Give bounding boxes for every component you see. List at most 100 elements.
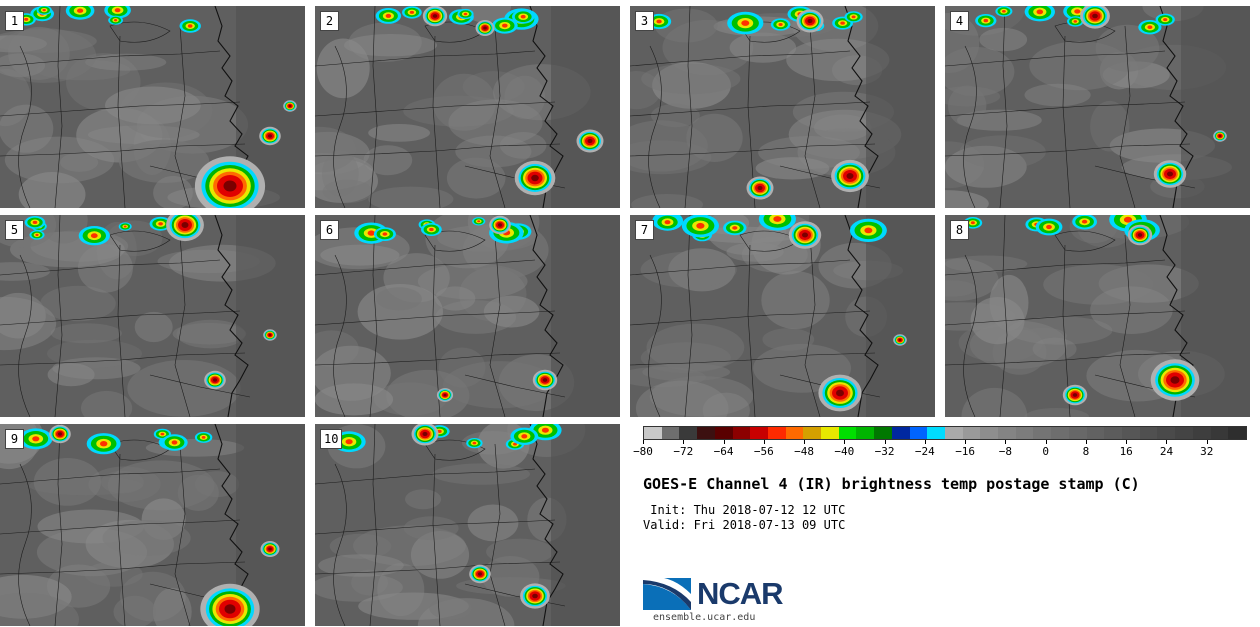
colorbar-tick-label: −80 <box>633 445 653 458</box>
map-panel-2[interactable]: 2 <box>315 6 620 208</box>
panel-number: 8 <box>950 220 969 240</box>
colorbar-tick <box>683 440 685 444</box>
colorbar-swatch <box>661 427 680 439</box>
colorbar-tick-label: 32 <box>1200 445 1214 458</box>
colorbar-tick <box>884 440 886 444</box>
colorbar-tick-label: 8 <box>1082 445 1090 458</box>
panel-number: 4 <box>950 11 969 31</box>
satellite-ir-map <box>0 215 305 417</box>
ensemble-url: ensemble.ucar.edu <box>653 612 756 623</box>
colorbar-swatch <box>1157 427 1176 439</box>
colorbar-swatch <box>1086 427 1105 439</box>
map-panel-4[interactable]: 4 <box>945 6 1250 208</box>
colorbar-tick-label: −32 <box>874 445 895 458</box>
map-panel-1[interactable]: 1 <box>0 6 305 208</box>
satellite-ir-map <box>0 424 305 626</box>
colorbar-tick-label: −16 <box>955 445 976 458</box>
colorbar-tick <box>1045 440 1047 444</box>
colorbar-swatch <box>1175 427 1193 439</box>
colorbar-tick <box>965 440 967 444</box>
satellite-ir-map <box>945 215 1250 417</box>
colorbar-tick <box>804 440 806 444</box>
colorbar-swatch <box>980 427 999 439</box>
satellite-ir-map <box>945 6 1250 208</box>
map-panel-6[interactable]: 6 <box>315 215 620 417</box>
colorbar-swatch <box>838 427 857 439</box>
colorbar-tick-label: −64 <box>713 445 734 458</box>
colorbar-tick <box>844 440 846 444</box>
colorbar-swatch <box>944 427 963 439</box>
map-panel-10[interactable]: 10 <box>315 424 620 626</box>
colorbar-swatch <box>927 427 945 439</box>
colorbar-swatch <box>962 427 981 439</box>
colorbar-swatch <box>1210 427 1229 439</box>
map-panel-7[interactable]: 7 <box>630 215 935 417</box>
panel-number: 3 <box>635 11 654 31</box>
colorbar-tick <box>1085 440 1087 444</box>
colorbar-swatch <box>732 427 751 439</box>
colorbar-swatch <box>644 427 662 439</box>
colorbar-tick <box>1005 440 1007 444</box>
colorbar-swatch <box>856 427 875 439</box>
satellite-ir-map <box>630 215 935 417</box>
colorbar-swatch <box>679 427 698 439</box>
colorbar-swatch <box>909 427 928 439</box>
colorbar-swatch <box>1033 427 1052 439</box>
colorbar-tick <box>1166 440 1168 444</box>
colorbar-swatch <box>767 427 786 439</box>
colorbar-swatch <box>1068 427 1087 439</box>
colorbar-swatch <box>891 427 910 439</box>
colorbar-tick <box>924 440 926 444</box>
satellite-ir-map <box>315 6 620 208</box>
colorbar-swatch <box>785 427 804 439</box>
colorbar-swatch <box>1139 427 1158 439</box>
colorbar-swatch <box>697 427 715 439</box>
panel-number: 9 <box>5 429 24 449</box>
colorbar-tick-label: −72 <box>673 445 694 458</box>
satellite-ir-map <box>315 424 620 626</box>
colorbar-tick-label: 0 <box>1042 445 1049 458</box>
map-panel-9[interactable]: 9 <box>0 424 305 626</box>
map-panel-8[interactable]: 8 <box>945 215 1250 417</box>
colorbar-swatch <box>714 427 733 439</box>
panel-number: 7 <box>635 220 654 240</box>
ncar-wordmark: NCAR <box>697 576 784 611</box>
temperature-colorbar <box>643 426 1247 440</box>
colorbar-tick <box>643 440 644 444</box>
map-panel-3[interactable]: 3 <box>630 6 935 208</box>
colorbar-swatch <box>750 427 768 439</box>
colorbar-tick <box>763 440 765 444</box>
colorbar-tick-label: −8 <box>998 445 1013 458</box>
colorbar-tick <box>723 440 725 444</box>
init-time: Init: Thu 2018-07-12 12 UTC <box>643 503 846 517</box>
valid-time: Valid: Fri 2018-07-13 09 UTC <box>643 518 846 532</box>
chart-title: GOES-E Channel 4 (IR) brightness temp po… <box>643 475 1140 493</box>
colorbar-swatch <box>1104 427 1122 439</box>
colorbar-swatch <box>821 427 839 439</box>
colorbar-tick-label: −24 <box>914 445 935 458</box>
satellite-ir-map <box>0 6 305 208</box>
colorbar-tick-label: −56 <box>753 445 774 458</box>
colorbar-swatch <box>874 427 892 439</box>
colorbar-swatch <box>998 427 1016 439</box>
colorbar-tick-label: 24 <box>1159 445 1174 458</box>
colorbar-tick <box>1126 440 1128 444</box>
colorbar-swatch <box>1015 427 1034 439</box>
ncar-logo-icon <box>643 576 691 610</box>
colorbar-swatch <box>1228 427 1246 439</box>
satellite-ir-map <box>630 6 935 208</box>
panel-number: 1 <box>5 11 24 31</box>
panel-number: 6 <box>320 220 339 240</box>
colorbar-ticks: −80 −72 −64 −56 −48 −40 −32 −24 −16 −8 0 8 16 24 32 <box>633 440 1247 464</box>
colorbar-swatch <box>1121 427 1140 439</box>
colorbar-tick-label: 16 <box>1119 445 1133 458</box>
satellite-ir-map <box>315 215 620 417</box>
colorbar-swatch <box>1051 427 1069 439</box>
colorbar-tick-label: −40 <box>834 445 855 458</box>
ncar-logo[interactable]: NCAR ensemble.ucar.edu <box>643 570 793 626</box>
panel-number: 10 <box>320 429 343 449</box>
colorbar-swatch <box>1192 427 1211 439</box>
panel-number: 5 <box>5 220 24 240</box>
map-panel-5[interactable]: 5 <box>0 215 305 417</box>
colorbar-swatch <box>803 427 822 439</box>
